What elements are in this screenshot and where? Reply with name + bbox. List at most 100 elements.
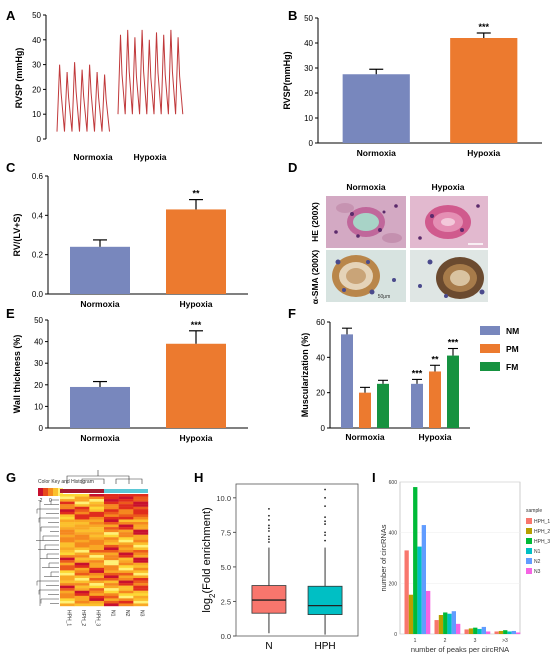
heatmap-cell	[104, 578, 119, 581]
heatmap-cell	[89, 578, 105, 581]
heatmap-cell	[133, 544, 149, 548]
heatmap-cell	[118, 552, 134, 556]
heatmap-cell	[60, 509, 75, 513]
heatmap-cell	[60, 560, 75, 563]
panel-b-ytick-label-1: 10	[304, 114, 313, 123]
panel-i-ytick-label-2: 400	[389, 531, 398, 537]
heatmap-cell	[60, 585, 75, 589]
heatmap-cell	[104, 547, 119, 551]
panel-b-xlabel-normoxia: Normoxia	[357, 148, 396, 158]
heatmap-cell	[74, 547, 90, 551]
heatmap-cell	[133, 542, 149, 546]
heatmap-cell	[60, 595, 75, 599]
heatmap-cell	[133, 578, 149, 581]
panel-f-bar-normoxia-pm	[359, 392, 371, 428]
heatmap-cell	[104, 585, 119, 589]
heatmap-cell	[104, 555, 119, 558]
heatmap-cell	[133, 595, 149, 599]
panel-a-ylabel: RVSP (mmHg)	[14, 48, 24, 109]
heatmap-cell	[133, 565, 149, 569]
panel-h-outlier-hph	[324, 534, 326, 537]
heatmap-cell	[89, 585, 105, 589]
panel-h-outlier-n	[268, 519, 270, 521]
panel-label-i: I	[372, 470, 376, 485]
heatmap-sample-label-4: N2	[124, 610, 130, 617]
panel-h-ytick-label-0: 0.0	[221, 632, 231, 641]
heatmap-key-cell-1	[43, 488, 48, 496]
heatmap-cell	[89, 575, 105, 579]
panel-h-outlier-n	[268, 530, 270, 532]
panel-a: RVSP (mmHg) Normoxia Hypoxia 0 10 20 30 40 50	[14, 11, 184, 162]
panel-i-bar-hph_3-0	[413, 487, 418, 634]
heatmap-cell	[89, 514, 105, 518]
panel-b-ytick-label-2: 20	[304, 89, 313, 98]
panel-h-ylabel-rest: (Fold enrichment)	[201, 507, 213, 593]
heatmap-cell	[118, 603, 134, 607]
heatmap-cell	[104, 580, 119, 584]
heatmap-cell	[118, 542, 134, 546]
heatmap-cell	[133, 496, 149, 500]
heatmap-cell	[60, 555, 75, 558]
heatmap-cell	[74, 534, 90, 538]
heatmap-cell	[60, 578, 75, 581]
heatmap-cell	[74, 496, 90, 500]
heatmap-cell	[60, 537, 75, 541]
heatmap-cell	[133, 532, 149, 535]
panel-i-bar-hph_2-0	[408, 594, 414, 634]
heatmap-cell	[118, 494, 134, 497]
heatmap-cell	[74, 494, 90, 497]
heatmap-cell	[133, 527, 149, 530]
heatmap-cell	[118, 578, 134, 581]
panel-f-bar-hypoxia-pm	[429, 371, 441, 428]
heatmap-cell	[74, 539, 90, 543]
panel-label-d: D	[288, 160, 297, 175]
heatmap-cell	[60, 580, 75, 584]
heatmap-cell	[104, 560, 119, 563]
heatmap-cell	[89, 524, 105, 528]
heatmap-cell	[60, 499, 75, 502]
panel-b-bar-hypoxia	[450, 38, 518, 143]
heatmap-cell	[60, 600, 75, 604]
heatmap-cell	[60, 527, 75, 530]
heatmap-key-cell-2	[48, 488, 53, 496]
heatmap-cell	[118, 516, 134, 520]
panel-i-legend-swatch-n2	[526, 558, 532, 564]
panel-e-significance: ***	[191, 320, 202, 330]
panel-e-xlabel-hypoxia: Hypoxia	[179, 433, 212, 443]
panel-h-ytick-label-4: 10.0	[216, 494, 231, 503]
panel-i-legend-title: sample	[526, 508, 542, 514]
heatmap-cell	[89, 600, 105, 604]
panel-e-xlabel-normoxia: Normoxia	[80, 433, 119, 443]
heatmap-cell	[89, 529, 105, 533]
panel-f-legend-label-pm: PM	[506, 344, 519, 354]
panel-f-significance-pm: **	[431, 354, 439, 364]
panel-i-bar-n3-1	[456, 623, 461, 634]
heatmap-cell	[74, 603, 90, 607]
panel-h-outlier-hph	[324, 523, 326, 525]
panel-a-group-normoxia: Normoxia	[73, 152, 112, 162]
panel-f-bar-hypoxia-fm	[447, 355, 459, 428]
heatmap-cell	[74, 542, 90, 546]
heatmap-cell	[74, 504, 90, 507]
heatmap-cell	[118, 562, 134, 566]
panel-f-legend-label-fm: FM	[506, 362, 518, 372]
heatmap-cell	[104, 494, 119, 497]
heatmap-cell	[89, 593, 105, 597]
heatmap-cell	[104, 539, 119, 543]
heatmap-cell	[118, 509, 134, 513]
heatmap-cell	[118, 496, 134, 500]
panel-h-outlier-hph	[324, 496, 326, 499]
heatmap-cell	[104, 504, 119, 507]
heatmap-cell	[89, 572, 105, 576]
heatmap-cell	[60, 506, 75, 510]
heatmap-cell	[60, 572, 75, 576]
panel-h-outlier-n	[268, 524, 270, 527]
heatmap-cell	[60, 567, 75, 571]
panel-i-ytick-label-0: 0	[394, 632, 397, 638]
panel-d-row-asma: α-SMA (200X)	[310, 250, 320, 305]
panel-e-bar-hypoxia	[166, 343, 226, 428]
heatmap-cell	[104, 534, 119, 538]
panel-h-box-hph	[307, 585, 343, 615]
panel-f-ytick-label-2: 40	[316, 353, 325, 362]
heatmap-cell	[133, 567, 149, 571]
